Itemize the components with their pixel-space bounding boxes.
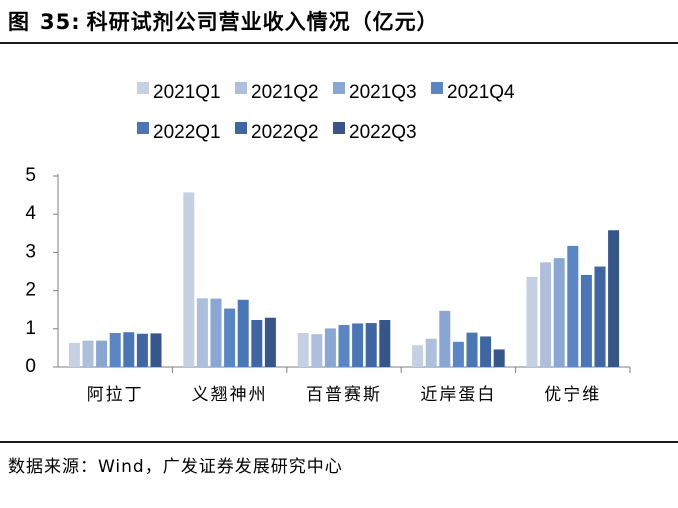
- legend-label: 2021Q4: [447, 82, 515, 103]
- chart-legend: 2021Q1 2021Q2 2021Q3 2021Q4 2022Q1 2022Q2 2022…: [137, 82, 515, 143]
- x-category-label: 百普赛斯: [306, 384, 382, 405]
- figure-number: 35:: [40, 10, 81, 34]
- source-text: Wind，广发证券发展研究中心: [98, 457, 343, 477]
- figure-title: 图 35: 科研试剂公司营业收入情况（亿元）: [8, 6, 439, 36]
- x-category-label: 阿拉丁: [87, 385, 144, 405]
- bar: [493, 349, 505, 367]
- legend-swatch: [137, 82, 149, 94]
- bar: [466, 332, 478, 367]
- x-category-label: 优宁维: [544, 385, 601, 405]
- bar: [82, 340, 94, 367]
- legend-swatch: [333, 122, 345, 134]
- bar: [210, 298, 222, 367]
- bar: [196, 298, 208, 367]
- bar: [540, 262, 552, 367]
- bar: [452, 341, 464, 367]
- y-tick-label: 2: [25, 280, 36, 301]
- y-tick-label: 1: [25, 318, 36, 339]
- chart-axes: 0 1 2 3 4 5 阿拉丁 义翘神州 百普赛斯 近岸蛋白 优宁维: [25, 165, 631, 405]
- legend-label: 2022Q2: [251, 122, 319, 143]
- bar: [567, 245, 579, 367]
- y-tick-label: 0: [25, 356, 36, 377]
- bar-chart: 2021Q1 2021Q2 2021Q3 2021Q4 2022Q1 2022Q2 2022…: [25, 82, 631, 405]
- figure-label: 图: [8, 10, 30, 34]
- legend-swatch: [137, 122, 149, 134]
- bar: [338, 324, 350, 367]
- legend-swatch: [431, 82, 443, 94]
- bar: [109, 333, 121, 367]
- bar: [365, 323, 377, 367]
- bar: [311, 334, 323, 367]
- legend-label: 2021Q2: [251, 82, 319, 103]
- y-tick-label: 4: [25, 203, 36, 224]
- legend-swatch: [235, 82, 247, 94]
- x-category-label: 近岸蛋白: [420, 385, 496, 405]
- source-divider: [0, 441, 678, 443]
- bar: [68, 342, 80, 367]
- bar: [224, 308, 236, 367]
- source-note: 数据来源：Wind，广发证券发展研究中心: [8, 452, 343, 477]
- bar: [594, 266, 606, 367]
- legend-label: 2022Q3: [349, 122, 417, 143]
- x-category-label: 义翘神州: [192, 385, 268, 405]
- source-label: 数据来源：: [8, 457, 98, 477]
- bar: [136, 333, 148, 367]
- legend-label: 2022Q1: [153, 122, 221, 143]
- bar: [150, 333, 162, 367]
- legend-label: 2021Q3: [349, 82, 417, 103]
- bar: [96, 340, 108, 367]
- title-divider: [0, 42, 678, 44]
- bar: [251, 320, 263, 367]
- bar: [237, 299, 249, 367]
- bar: [526, 276, 538, 367]
- chart-bars: [68, 192, 620, 367]
- y-tick-label: 3: [25, 241, 36, 262]
- bar: [425, 338, 437, 367]
- bar: [264, 317, 276, 367]
- bar: [580, 274, 592, 367]
- bar: [352, 323, 364, 367]
- bar: [553, 258, 565, 367]
- legend-label: 2021Q1: [153, 82, 221, 103]
- bar: [297, 333, 309, 367]
- bar: [123, 332, 135, 367]
- bar: [324, 328, 336, 367]
- legend-swatch: [333, 82, 345, 94]
- bar: [480, 336, 492, 367]
- bar: [379, 320, 391, 367]
- bar: [412, 345, 424, 367]
- bar: [608, 230, 620, 367]
- bar: [183, 192, 195, 367]
- bar: [439, 310, 451, 367]
- y-tick-label: 5: [25, 165, 36, 186]
- legend-swatch: [235, 122, 247, 134]
- figure-title-text: 科研试剂公司营业收入情况（亿元）: [86, 10, 439, 34]
